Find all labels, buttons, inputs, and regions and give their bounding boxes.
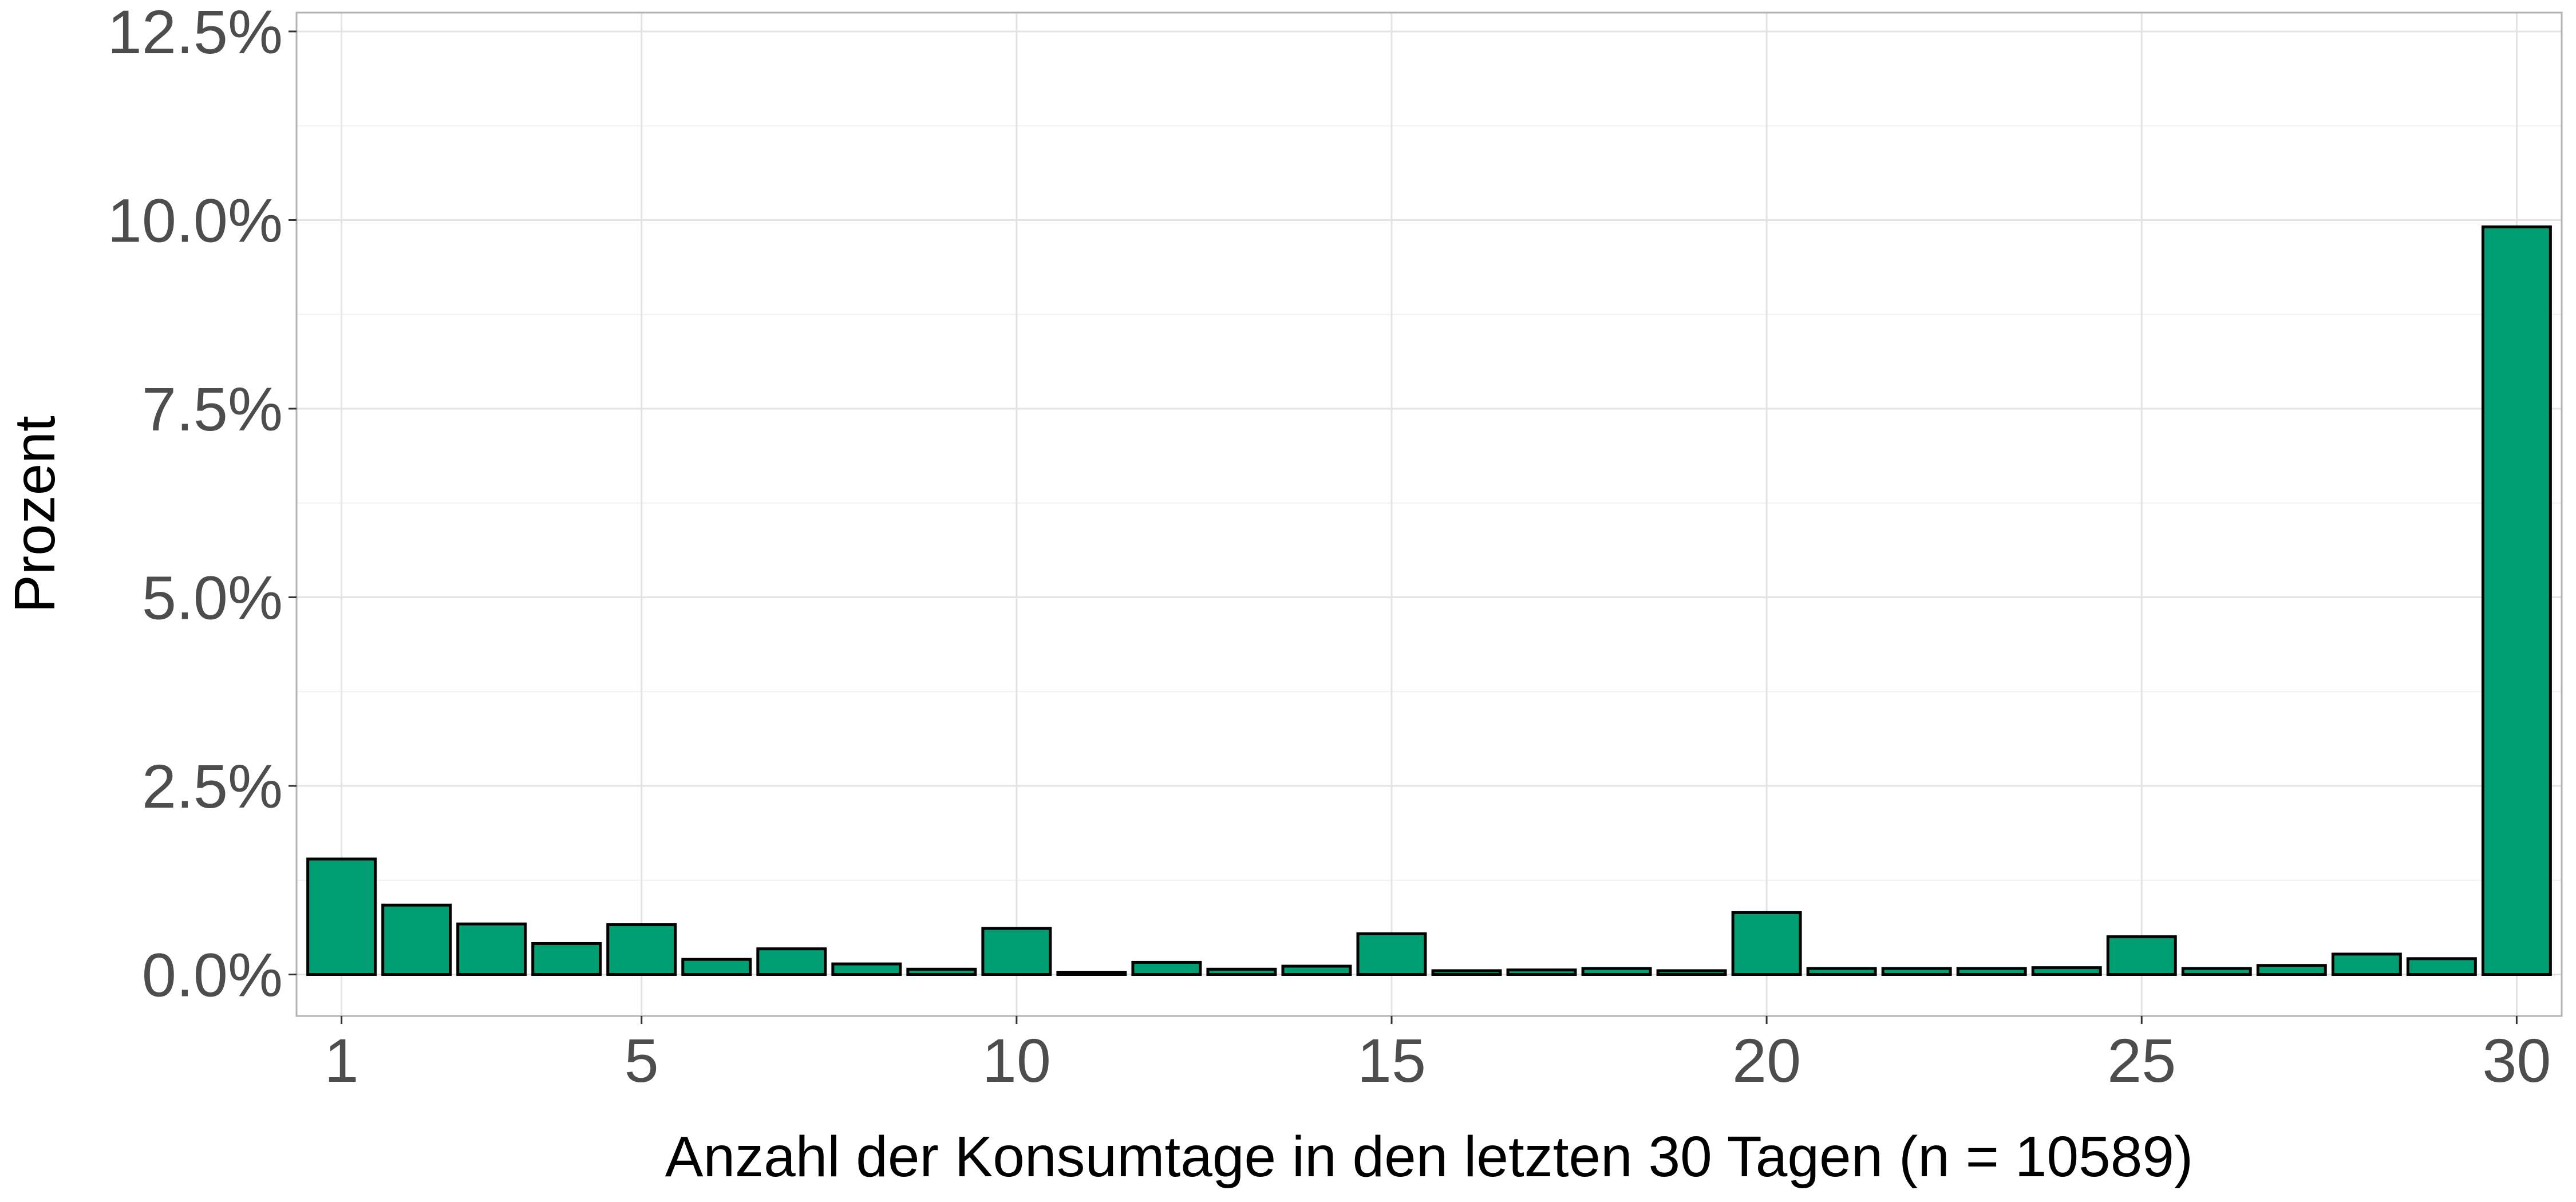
bar-day-18 bbox=[1581, 967, 1652, 976]
x-tick-label: 15 bbox=[1357, 1026, 1426, 1095]
y-tick-label: 2.5% bbox=[142, 752, 283, 821]
y-tick-label: 0.0% bbox=[142, 940, 283, 1010]
bar-day-7 bbox=[756, 947, 827, 976]
bar-day-19 bbox=[1656, 969, 1727, 976]
bar-day-20 bbox=[1731, 911, 1802, 976]
x-axis-ticks: 1 5 10 15 20 25 30 bbox=[325, 1016, 2551, 1095]
bar-day-1 bbox=[306, 857, 377, 976]
y-tick-label: 10.0% bbox=[108, 185, 283, 255]
bar-day-17 bbox=[1506, 968, 1577, 976]
y-tick-label: 12.5% bbox=[108, 0, 283, 66]
bar-day-11 bbox=[1056, 971, 1127, 976]
x-tick-label: 5 bbox=[625, 1026, 659, 1095]
plot-panel-border bbox=[295, 11, 2563, 1017]
y-tick-label: 7.5% bbox=[142, 374, 283, 444]
y-axis-ticks: 0.0% 2.5% 5.0% 7.5% 10.0% 12.5% bbox=[108, 0, 297, 1010]
bar-day-14 bbox=[1281, 964, 1352, 976]
y-tick-label: 5.0% bbox=[142, 563, 283, 632]
bar-day-22 bbox=[1881, 967, 1952, 976]
bar-day-29 bbox=[2406, 957, 2477, 976]
bar-day-13 bbox=[1206, 967, 1277, 976]
bar-day-21 bbox=[1806, 967, 1877, 976]
bar-day-28 bbox=[2331, 952, 2402, 976]
bar-day-6 bbox=[681, 958, 752, 976]
x-tick-label: 10 bbox=[982, 1026, 1051, 1095]
bar-day-24 bbox=[2031, 966, 2102, 976]
x-axis-title: Anzahl der Konsumtage in den letzten 30 … bbox=[665, 1125, 2193, 1189]
bar-day-5 bbox=[606, 923, 677, 976]
bar-day-3 bbox=[456, 922, 527, 976]
bar-day-12 bbox=[1131, 960, 1202, 976]
bar-day-2 bbox=[381, 903, 452, 976]
x-tick-label: 25 bbox=[2107, 1026, 2176, 1095]
bar-day-27 bbox=[2256, 964, 2327, 976]
grid-lines bbox=[297, 13, 2562, 1016]
bar-day-10 bbox=[981, 927, 1052, 976]
bar-day-30 bbox=[2481, 225, 2552, 976]
bar-day-4 bbox=[531, 942, 602, 976]
bar-day-25 bbox=[2106, 935, 2177, 976]
x-tick-label: 1 bbox=[325, 1026, 359, 1095]
bar-day-26 bbox=[2181, 967, 2252, 976]
bar-day-23 bbox=[1956, 967, 2027, 976]
bar-day-15 bbox=[1356, 932, 1427, 976]
bar-day-9 bbox=[906, 967, 977, 976]
y-axis-title: Prozent bbox=[3, 416, 67, 613]
x-tick-label: 20 bbox=[1732, 1026, 1801, 1095]
bars bbox=[306, 225, 2552, 976]
x-tick-label: 30 bbox=[2482, 1026, 2551, 1095]
bar-day-8 bbox=[831, 962, 902, 976]
bar-day-16 bbox=[1431, 969, 1502, 976]
